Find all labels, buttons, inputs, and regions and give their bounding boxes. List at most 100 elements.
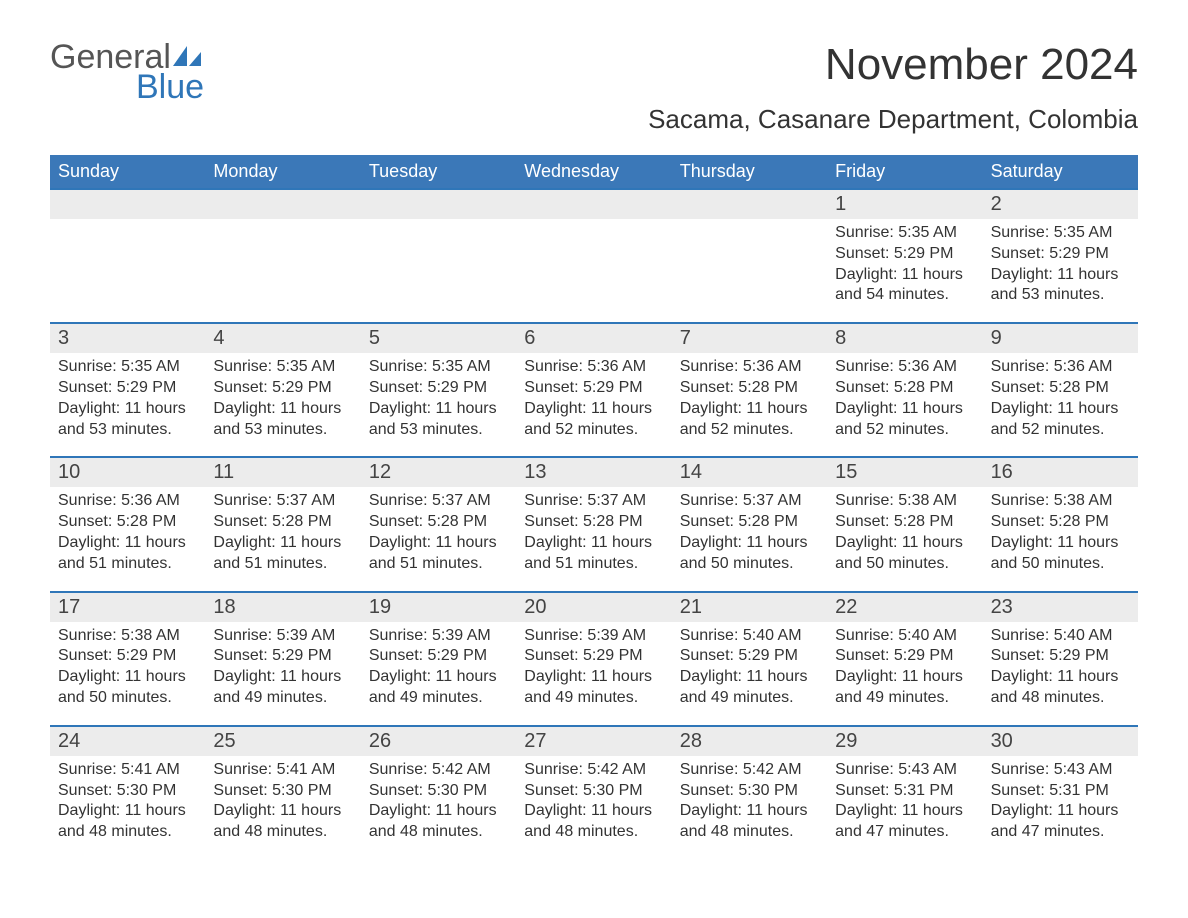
details-row: Sunrise: 5:38 AMSunset: 5:29 PMDaylight:…	[50, 622, 1138, 725]
day-number: 5	[361, 324, 516, 353]
daylight2-text: and 52 minutes.	[524, 420, 663, 441]
sunset-text: Sunset: 5:30 PM	[524, 781, 663, 802]
daylight1-text: Daylight: 11 hours	[835, 801, 974, 822]
daylight2-text: and 50 minutes.	[835, 554, 974, 575]
daylight1-text: Daylight: 11 hours	[369, 667, 508, 688]
daylight2-text: and 49 minutes.	[524, 688, 663, 709]
sunrise-text: Sunrise: 5:40 AM	[991, 626, 1130, 647]
daylight1-text: Daylight: 11 hours	[58, 399, 197, 420]
sunset-text: Sunset: 5:29 PM	[213, 646, 352, 667]
daylight2-text: and 53 minutes.	[991, 285, 1130, 306]
details-row: Sunrise: 5:41 AMSunset: 5:30 PMDaylight:…	[50, 756, 1138, 859]
sunset-text: Sunset: 5:28 PM	[680, 512, 819, 533]
day-number: 22	[827, 593, 982, 622]
sunrise-text: Sunrise: 5:37 AM	[524, 491, 663, 512]
daylight2-text: and 50 minutes.	[680, 554, 819, 575]
sunset-text: Sunset: 5:31 PM	[991, 781, 1130, 802]
sunset-text: Sunset: 5:29 PM	[58, 646, 197, 667]
daylight2-text: and 48 minutes.	[680, 822, 819, 843]
sunrise-text: Sunrise: 5:35 AM	[369, 357, 508, 378]
daylight2-text: and 47 minutes.	[991, 822, 1130, 843]
daylight2-text: and 47 minutes.	[835, 822, 974, 843]
day-number: 16	[983, 458, 1138, 487]
day-number	[672, 190, 827, 219]
sunrise-text: Sunrise: 5:36 AM	[58, 491, 197, 512]
calendar-week: 3456789Sunrise: 5:35 AMSunset: 5:29 PMDa…	[50, 322, 1138, 456]
sunset-text: Sunset: 5:28 PM	[369, 512, 508, 533]
day-number: 20	[516, 593, 671, 622]
daylight1-text: Daylight: 11 hours	[213, 667, 352, 688]
daylight1-text: Daylight: 11 hours	[58, 667, 197, 688]
day-number: 9	[983, 324, 1138, 353]
day-cell: Sunrise: 5:36 AMSunset: 5:28 PMDaylight:…	[827, 353, 982, 440]
day-number: 29	[827, 727, 982, 756]
day-number: 17	[50, 593, 205, 622]
sunset-text: Sunset: 5:28 PM	[835, 378, 974, 399]
daylight2-text: and 48 minutes.	[369, 822, 508, 843]
sunrise-text: Sunrise: 5:35 AM	[991, 223, 1130, 244]
details-row: Sunrise: 5:35 AMSunset: 5:29 PMDaylight:…	[50, 219, 1138, 322]
day-number: 24	[50, 727, 205, 756]
day-cell: Sunrise: 5:38 AMSunset: 5:28 PMDaylight:…	[983, 487, 1138, 574]
daylight1-text: Daylight: 11 hours	[213, 801, 352, 822]
sunrise-text: Sunrise: 5:40 AM	[835, 626, 974, 647]
sunset-text: Sunset: 5:28 PM	[991, 378, 1130, 399]
day-cell: Sunrise: 5:38 AMSunset: 5:29 PMDaylight:…	[50, 622, 205, 709]
weekday-thursday: Thursday	[672, 155, 827, 188]
day-number: 7	[672, 324, 827, 353]
day-number	[205, 190, 360, 219]
day-cell: Sunrise: 5:35 AMSunset: 5:29 PMDaylight:…	[50, 353, 205, 440]
sunset-text: Sunset: 5:29 PM	[369, 378, 508, 399]
day-cell: Sunrise: 5:43 AMSunset: 5:31 PMDaylight:…	[827, 756, 982, 843]
day-cell: Sunrise: 5:36 AMSunset: 5:29 PMDaylight:…	[516, 353, 671, 440]
day-number: 11	[205, 458, 360, 487]
location: Sacama, Casanare Department, Colombia	[648, 104, 1138, 135]
sunset-text: Sunset: 5:30 PM	[58, 781, 197, 802]
sunrise-text: Sunrise: 5:36 AM	[680, 357, 819, 378]
daylight1-text: Daylight: 11 hours	[680, 533, 819, 554]
daynum-row: 3456789	[50, 324, 1138, 353]
day-cell: Sunrise: 5:37 AMSunset: 5:28 PMDaylight:…	[672, 487, 827, 574]
day-number: 2	[983, 190, 1138, 219]
daylight1-text: Daylight: 11 hours	[213, 533, 352, 554]
sunrise-text: Sunrise: 5:42 AM	[680, 760, 819, 781]
daylight1-text: Daylight: 11 hours	[58, 801, 197, 822]
day-cell: Sunrise: 5:42 AMSunset: 5:30 PMDaylight:…	[361, 756, 516, 843]
day-cell: Sunrise: 5:37 AMSunset: 5:28 PMDaylight:…	[361, 487, 516, 574]
day-cell: Sunrise: 5:40 AMSunset: 5:29 PMDaylight:…	[983, 622, 1138, 709]
day-cell: Sunrise: 5:36 AMSunset: 5:28 PMDaylight:…	[672, 353, 827, 440]
day-number: 13	[516, 458, 671, 487]
sunset-text: Sunset: 5:30 PM	[213, 781, 352, 802]
daylight1-text: Daylight: 11 hours	[991, 667, 1130, 688]
day-number: 8	[827, 324, 982, 353]
calendar-week: 10111213141516Sunrise: 5:36 AMSunset: 5:…	[50, 456, 1138, 590]
day-number: 18	[205, 593, 360, 622]
daylight1-text: Daylight: 11 hours	[680, 801, 819, 822]
logo-text-blue: Blue	[136, 70, 204, 104]
sunset-text: Sunset: 5:29 PM	[991, 646, 1130, 667]
daylight2-text: and 48 minutes.	[991, 688, 1130, 709]
day-number: 30	[983, 727, 1138, 756]
daylight1-text: Daylight: 11 hours	[524, 667, 663, 688]
day-number: 3	[50, 324, 205, 353]
header: General Blue November 2024 Sacama, Casan…	[50, 40, 1138, 135]
sunrise-text: Sunrise: 5:35 AM	[835, 223, 974, 244]
day-cell: Sunrise: 5:35 AMSunset: 5:29 PMDaylight:…	[983, 219, 1138, 306]
sunset-text: Sunset: 5:28 PM	[524, 512, 663, 533]
day-number	[50, 190, 205, 219]
day-cell: Sunrise: 5:38 AMSunset: 5:28 PMDaylight:…	[827, 487, 982, 574]
sunrise-text: Sunrise: 5:35 AM	[213, 357, 352, 378]
sunrise-text: Sunrise: 5:37 AM	[369, 491, 508, 512]
sunset-text: Sunset: 5:30 PM	[369, 781, 508, 802]
sunset-text: Sunset: 5:29 PM	[835, 646, 974, 667]
daylight1-text: Daylight: 11 hours	[680, 667, 819, 688]
day-cell	[516, 219, 671, 306]
day-number: 6	[516, 324, 671, 353]
daylight2-text: and 51 minutes.	[58, 554, 197, 575]
sunrise-text: Sunrise: 5:41 AM	[58, 760, 197, 781]
day-cell: Sunrise: 5:39 AMSunset: 5:29 PMDaylight:…	[205, 622, 360, 709]
daylight1-text: Daylight: 11 hours	[213, 399, 352, 420]
sunrise-text: Sunrise: 5:39 AM	[524, 626, 663, 647]
daylight1-text: Daylight: 11 hours	[58, 533, 197, 554]
sunrise-text: Sunrise: 5:39 AM	[369, 626, 508, 647]
